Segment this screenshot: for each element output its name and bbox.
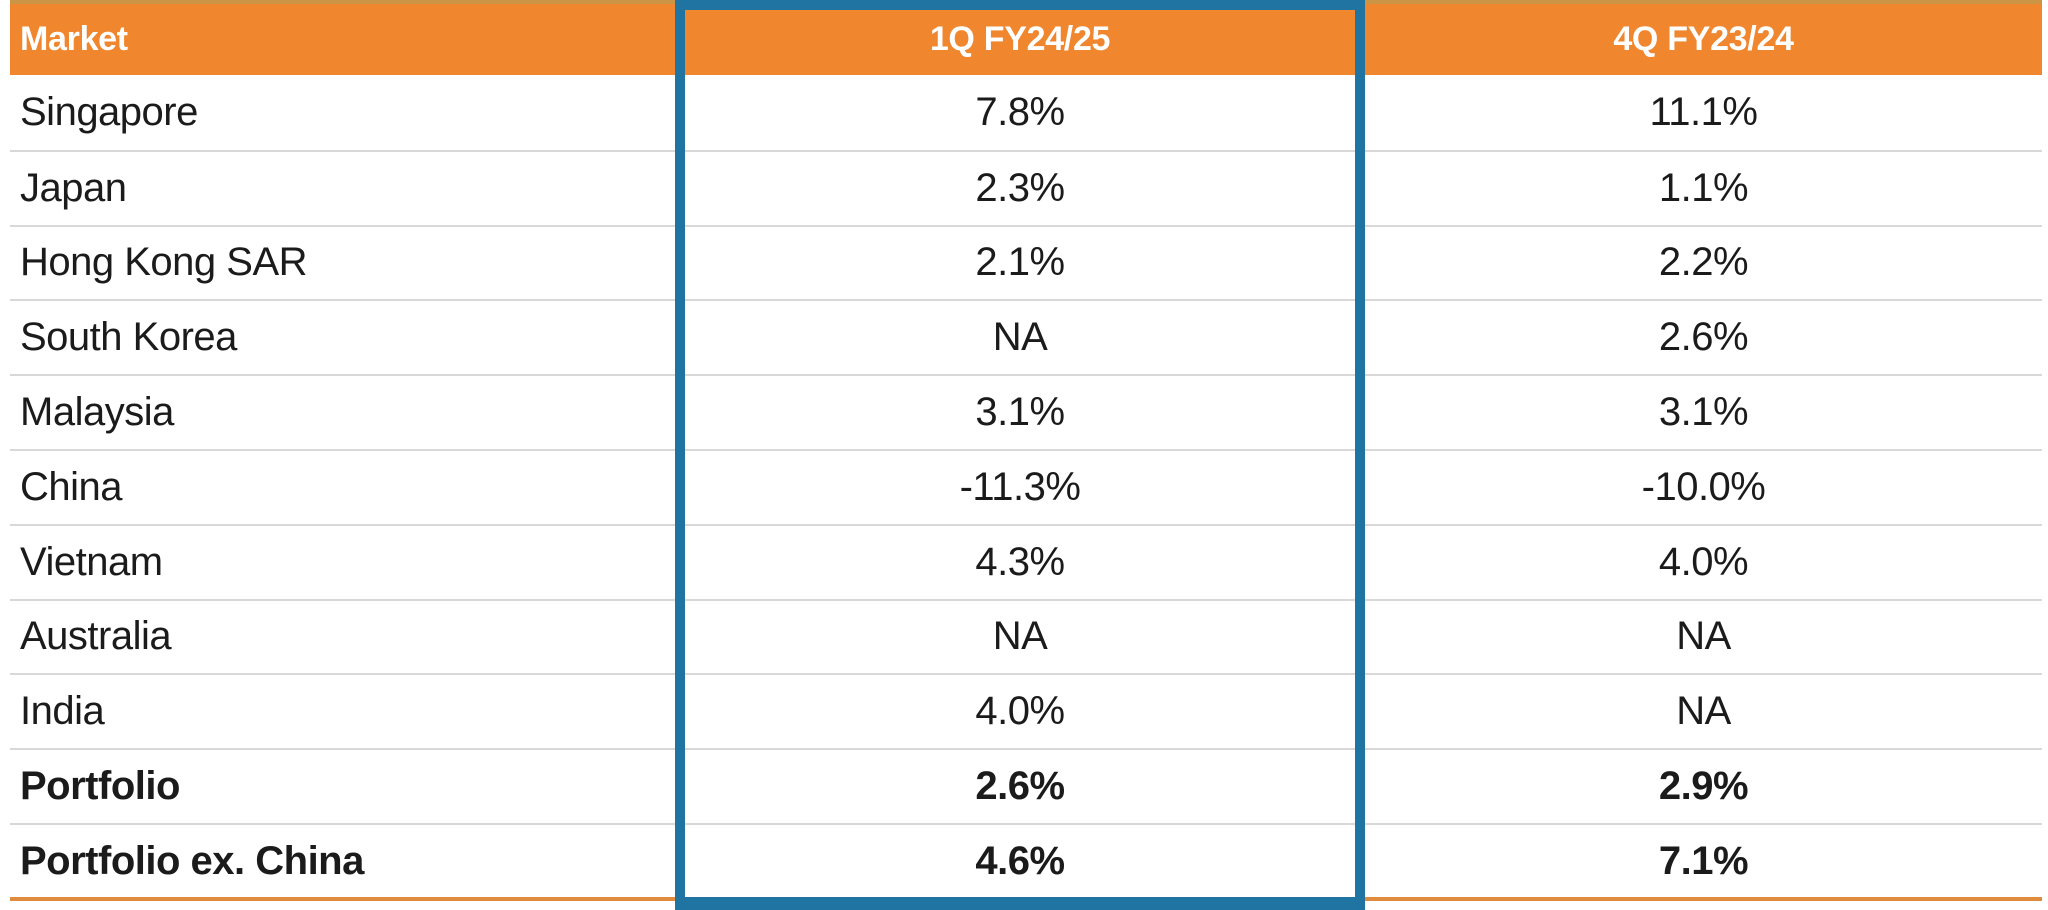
bottom-accent-line xyxy=(10,897,2042,901)
q4-value-cell: 1.1% xyxy=(1658,165,1749,210)
q1-value-cell: 7.8% xyxy=(975,89,1065,134)
table-row: South Korea NA 2.6% xyxy=(10,299,2042,374)
table-row: Portfolio 2.6% 2.9% xyxy=(10,748,2042,823)
q4-value-cell: NA xyxy=(1676,689,1731,734)
market-returns-table: Market 1Q FY24/25 4Q FY23/24 Singapore 7… xyxy=(10,0,2042,910)
q1-value-cell: -11.3% xyxy=(959,464,1081,509)
q4-value-cell: 2.9% xyxy=(1658,764,1749,809)
table-row: Vietnam 4.3% 4.0% xyxy=(10,523,2042,599)
q1-value-cell: 2.3% xyxy=(975,165,1065,210)
table-row: China -11.3% -10.0% xyxy=(10,448,2042,524)
table-body: Singapore 7.8% 11.1% Japan 2.3% 1.1% Hon… xyxy=(10,75,2042,898)
table-row: India 4.0% NA xyxy=(10,673,2042,748)
market-cell: Hong Kong SAR xyxy=(20,240,308,285)
q4-value-cell: 7.1% xyxy=(1658,838,1749,883)
table-row: Singapore 7.8% 11.1% xyxy=(10,75,2042,150)
q1-value-cell: 4.6% xyxy=(975,838,1065,883)
column-header-market: Market xyxy=(20,20,128,58)
market-cell: Vietnam xyxy=(20,539,163,584)
q4-value-cell: 2.6% xyxy=(1658,315,1749,360)
market-cell: Japan xyxy=(20,165,127,210)
q4-value-cell: 4.0% xyxy=(1658,539,1749,584)
table-row: Malaysia 3.1% 3.1% xyxy=(10,374,2042,449)
market-cell: Portfolio xyxy=(20,764,180,809)
q1-value-cell: 2.1% xyxy=(975,240,1065,285)
market-cell: Malaysia xyxy=(20,390,174,435)
q4-value-cell: 11.1% xyxy=(1649,89,1758,134)
q4-value-cell: 2.2% xyxy=(1658,240,1749,285)
q1-value-cell: 4.0% xyxy=(975,689,1065,734)
table-row: Australia NA NA xyxy=(10,598,2042,674)
table-row: Japan 2.3% 1.1% xyxy=(10,149,2042,225)
column-header-4q-fy23-24: 4Q FY23/24 xyxy=(1613,20,1794,58)
column-header-1q-fy24-25: 1Q FY24/25 xyxy=(929,20,1111,58)
market-cell: China xyxy=(20,464,123,509)
table-row: Hong Kong SAR 2.1% 2.2% xyxy=(10,224,2042,300)
table-header-row: Market 1Q FY24/25 4Q FY23/24 xyxy=(10,0,2042,75)
q1-value-cell: 3.1% xyxy=(975,390,1065,435)
market-cell: Portfolio ex. China xyxy=(20,838,364,883)
market-cell: South Korea xyxy=(20,315,237,360)
market-cell: Singapore xyxy=(20,89,198,134)
q1-value-cell: NA xyxy=(992,614,1048,659)
market-cell: India xyxy=(20,689,105,734)
q1-value-cell: 2.6% xyxy=(975,764,1065,809)
q4-value-cell: -10.0% xyxy=(1641,464,1766,509)
market-cell: Australia xyxy=(20,614,172,659)
q1-value-cell: 4.3% xyxy=(975,539,1065,584)
q4-value-cell: NA xyxy=(1676,614,1731,659)
table-row: Portfolio ex. China 4.6% 7.1% xyxy=(10,822,2042,898)
q4-value-cell: 3.1% xyxy=(1658,390,1749,435)
q1-value-cell: NA xyxy=(992,315,1048,360)
